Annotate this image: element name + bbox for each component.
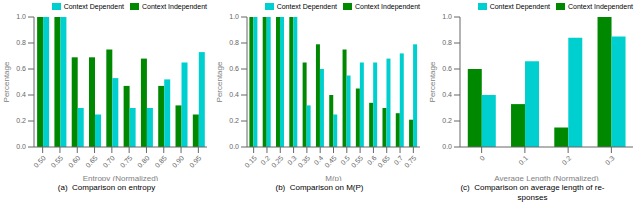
svg-text:0.6: 0.6: [442, 66, 452, 73]
svg-text:0.0: 0.0: [229, 144, 239, 151]
svg-text:Percentage: Percentage: [8, 61, 11, 102]
svg-text:0: 0: [478, 154, 486, 162]
svg-text:0.2: 0.2: [561, 154, 573, 166]
svg-text:Percentage: Percentage: [215, 61, 224, 102]
svg-text:0.80: 0.80: [136, 154, 151, 169]
html-text:(c) Comparison on average leng: (c) Comparison on average length of re- …: [460, 183, 605, 203]
svg-text:0.70: 0.70: [101, 154, 116, 169]
svg-text:0.2: 0.2: [16, 118, 26, 125]
svg-text:0.4: 0.4: [442, 92, 452, 99]
svg-text:1.0: 1.0: [442, 14, 452, 21]
svg-text:0.55: 0.55: [50, 154, 65, 169]
svg-text:0.8: 0.8: [229, 40, 239, 47]
html-text:Context Dependent: Context Dependent: [489, 3, 550, 11]
svg-text:0.0: 0.0: [16, 144, 26, 151]
svg-text:0.75: 0.75: [119, 154, 134, 169]
svg-text:0.6: 0.6: [229, 66, 239, 73]
svg-text:0.2: 0.2: [229, 118, 239, 125]
svg-text:0.15: 0.15: [243, 154, 258, 169]
svg-text:0.3: 0.3: [604, 154, 616, 166]
svg-text:0.4: 0.4: [16, 92, 26, 99]
html-text:Context Independent: Context Independent: [142, 3, 207, 11]
html-text:(b) Comparison on M(P): (b) Comparison on M(P): [275, 183, 364, 193]
svg-text:0.6: 0.6: [16, 66, 26, 73]
svg-text:Percentage: Percentage: [428, 61, 437, 102]
svg-text:0.65: 0.65: [376, 154, 391, 169]
html-text:Context Independent: Context Independent: [355, 3, 420, 11]
html-text:Context Independent: Context Independent: [568, 3, 633, 11]
svg-text:0.6: 0.6: [365, 154, 378, 167]
svg-text:0.35: 0.35: [297, 154, 312, 169]
svg-text:0.7: 0.7: [392, 154, 405, 167]
svg-text:0.50: 0.50: [32, 154, 47, 169]
svg-text:0.55: 0.55: [350, 154, 365, 169]
svg-text:0.65: 0.65: [84, 154, 99, 169]
svg-text:0.85: 0.85: [153, 154, 168, 169]
svg-text:0.25: 0.25: [270, 154, 285, 169]
svg-text:0.2: 0.2: [259, 154, 272, 167]
html-text:Context Dependent: Context Dependent: [63, 3, 124, 11]
svg-text:0.5: 0.5: [339, 154, 351, 167]
svg-text:0.2: 0.2: [442, 118, 452, 125]
svg-text:0.45: 0.45: [323, 154, 338, 169]
svg-text:0.0: 0.0: [442, 144, 452, 151]
svg-text:0.95: 0.95: [188, 154, 203, 169]
html-text:Context Dependent: Context Dependent: [276, 3, 337, 11]
svg-text:0.4: 0.4: [229, 92, 239, 99]
svg-text:0.8: 0.8: [16, 40, 26, 47]
svg-text:0.60: 0.60: [67, 154, 82, 169]
svg-text:Average Length (Normalized): Average Length (Normalized): [494, 174, 599, 181]
svg-text:0.75: 0.75: [403, 154, 418, 169]
svg-text:0.1: 0.1: [517, 154, 529, 166]
svg-text:M(p): M(p): [325, 174, 342, 181]
svg-text:1.0: 1.0: [16, 14, 26, 21]
svg-text:1.0: 1.0: [229, 14, 239, 21]
svg-text:0.90: 0.90: [171, 154, 186, 169]
svg-text:0.8: 0.8: [442, 40, 452, 47]
svg-text:0.3: 0.3: [286, 154, 298, 167]
html-text:(a) Comparison on entropy: (a) Comparison on entropy: [57, 183, 156, 193]
svg-text:0.4: 0.4: [312, 154, 325, 167]
svg-text:Entropy (Normalized): Entropy (Normalized): [83, 174, 159, 181]
